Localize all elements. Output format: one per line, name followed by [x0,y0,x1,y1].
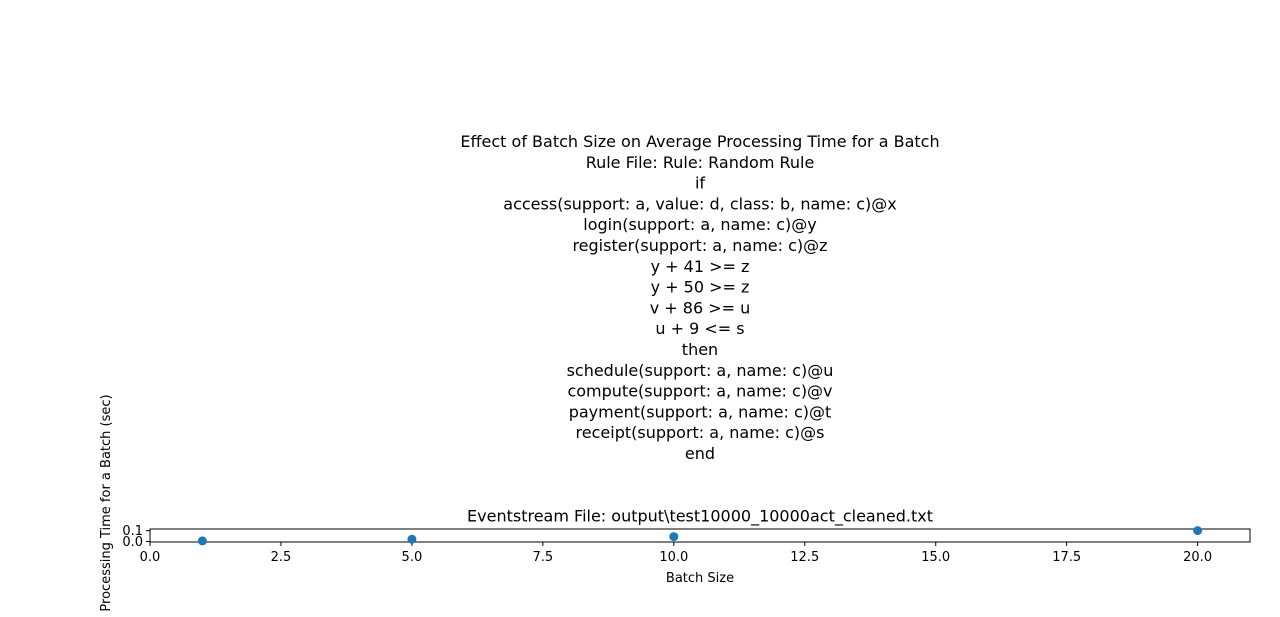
x-tick-label: 17.5 [1052,550,1081,565]
title-line: payment(support: a, name: c)@t [569,402,832,421]
title-line: Rule File: Rule: Random Rule [586,153,815,172]
scatter-point [669,532,679,542]
scatter-point [407,534,417,544]
title-line: Eventstream File: output\test10000_10000… [467,506,933,526]
y-tick-label: 0.0 [122,535,143,550]
x-tick-label: 20.0 [1183,550,1212,565]
y-axis: 0.00.1 [122,524,150,550]
x-tick-label: 12.5 [790,550,819,565]
title-line: access(support: a, value: d, class: b, n… [503,194,896,213]
title-line: then [682,340,718,359]
y-axis-label: Processing Time for a Batch (sec) [99,394,114,611]
x-tick-label: 5.0 [402,550,423,565]
scatter-point [1193,526,1203,536]
title-line: schedule(support: a, name: c)@u [567,361,834,380]
title-line: end [685,444,715,463]
scatter-points [197,526,1203,546]
title-line: if [695,174,705,193]
title-line: receipt(support: a, name: c)@s [576,423,825,442]
y-tick-label: 0.1 [122,524,143,539]
axes-frame [149,528,1251,543]
title-line: register(support: a, name: c)@z [572,236,827,255]
title-line: v + 86 >= u [650,298,751,317]
x-tick-label: 2.5 [271,550,292,565]
x-tick-label: 10.0 [659,550,688,565]
x-tick-label: 0.0 [140,550,161,565]
x-axis: 0.0 2.5 5.0 7.5 10.0 12.5 15.0 17.5 20.0 [140,542,1212,565]
plot-area [149,528,1251,543]
title-line: u + 9 <= s [655,319,744,338]
x-axis-label: Batch Size [666,571,734,586]
x-tick-label: 15.0 [921,550,950,565]
scatter-point [197,536,207,546]
title-line: compute(support: a, name: c)@v [567,382,832,401]
title-line: login(support: a, name: c)@y [583,215,816,234]
title-line: y + 41 >= z [651,257,750,276]
title-line: y + 50 >= z [651,278,750,297]
title-line: Effect of Batch Size on Average Processi… [460,132,939,151]
chart-title: Effect of Batch Size on Average Processi… [460,132,939,526]
x-tick-label: 7.5 [533,550,554,565]
